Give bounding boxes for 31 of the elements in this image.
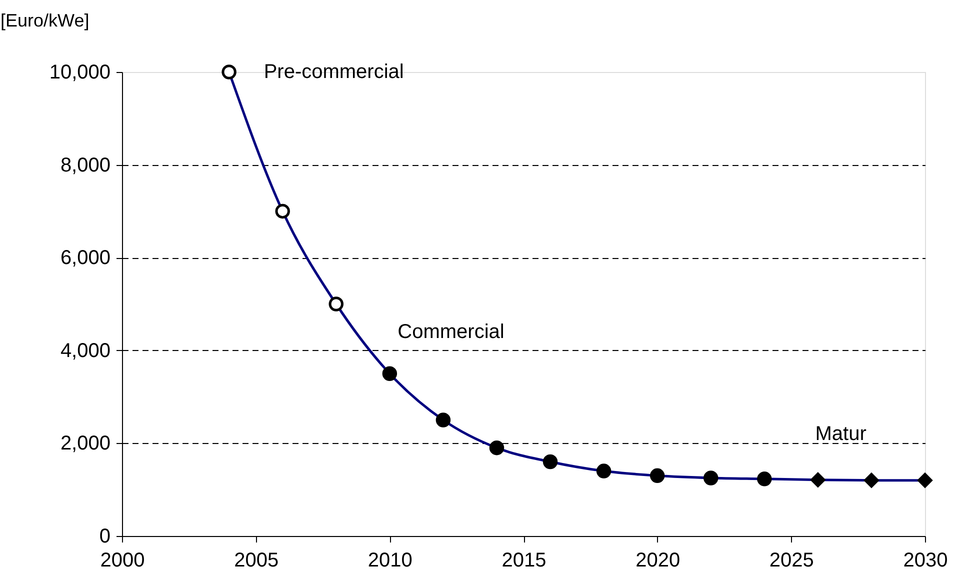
- y-tick-label: 6,000: [60, 247, 110, 270]
- point: [489, 440, 504, 456]
- point: [864, 472, 879, 488]
- point: [328, 296, 344, 312]
- point: [596, 464, 612, 478]
- point: [542, 454, 558, 470]
- annotation: Commercial: [398, 320, 504, 343]
- y-tick-label: 0: [99, 526, 110, 548]
- x-tick-label: 2025: [769, 550, 814, 572]
- x-tick-label: 2010: [368, 550, 412, 572]
- y-tick-label: 4,000: [60, 340, 110, 362]
- point: [650, 468, 665, 484]
- point: [918, 472, 932, 488]
- point: [810, 472, 826, 488]
- annotation: Pre-commercial: [264, 61, 404, 83]
- point: [703, 470, 718, 486]
- y-axis-title: [Euro/kWe]: [0, 10, 90, 30]
- point: [275, 204, 290, 219]
- point: [382, 366, 398, 381]
- x-tick-label: 2015: [502, 550, 546, 572]
- x-tick-label: 2030: [903, 550, 948, 572]
- x-tick-label: 2005: [234, 550, 279, 572]
- y-tick-label: 2,000: [60, 432, 110, 455]
- y-tick-label: 8,000: [60, 154, 110, 176]
- annotation: Matur: [815, 422, 867, 445]
- x-tick-label: 2000: [100, 550, 145, 572]
- x-tick-label: 2020: [636, 550, 680, 572]
- point: [757, 472, 772, 486]
- y-tick-label: 10,000: [49, 62, 110, 84]
- point: [222, 64, 236, 80]
- point: [436, 412, 451, 428]
